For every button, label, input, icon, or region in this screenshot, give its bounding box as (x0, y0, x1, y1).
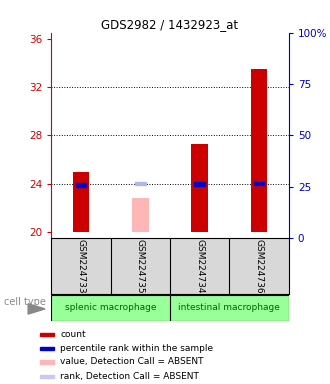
Text: intestinal macrophage: intestinal macrophage (179, 303, 280, 312)
Bar (254, 182, 264, 185)
Bar (40, 360, 54, 364)
Text: percentile rank within the sample: percentile rank within the sample (60, 344, 213, 353)
Bar (73, 172, 89, 232)
Bar (76, 183, 86, 187)
Bar (51, 295, 170, 321)
Bar (40, 375, 54, 378)
Bar (194, 182, 205, 186)
Text: GSM224736: GSM224736 (254, 238, 264, 293)
Bar (251, 69, 267, 232)
Title: GDS2982 / 1432923_at: GDS2982 / 1432923_at (101, 18, 239, 31)
Text: GSM224734: GSM224734 (195, 239, 204, 293)
Text: cell type: cell type (4, 297, 46, 307)
Polygon shape (28, 304, 45, 314)
Text: splenic macrophage: splenic macrophage (65, 303, 156, 312)
Text: rank, Detection Call = ABSENT: rank, Detection Call = ABSENT (60, 372, 199, 381)
Bar (132, 198, 148, 232)
Text: value, Detection Call = ABSENT: value, Detection Call = ABSENT (60, 358, 204, 366)
Bar (170, 295, 289, 321)
Bar (40, 333, 54, 336)
Bar (135, 182, 146, 185)
Text: count: count (60, 330, 86, 339)
Text: GSM224733: GSM224733 (76, 238, 85, 293)
Bar (191, 144, 208, 232)
Bar (40, 347, 54, 350)
Text: GSM224735: GSM224735 (136, 238, 145, 293)
